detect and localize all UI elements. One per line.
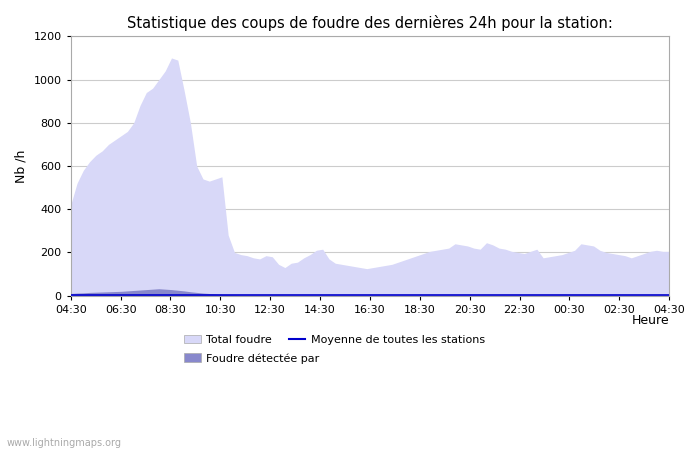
Legend: Foudre détectée par: Foudre détectée par [184,353,319,364]
Text: www.lightningmaps.org: www.lightningmaps.org [7,438,122,448]
Title: Statistique des coups de foudre des dernières 24h pour la station:: Statistique des coups de foudre des dern… [127,15,613,31]
Text: Heure: Heure [631,314,669,327]
Y-axis label: Nb /h: Nb /h [15,149,28,183]
